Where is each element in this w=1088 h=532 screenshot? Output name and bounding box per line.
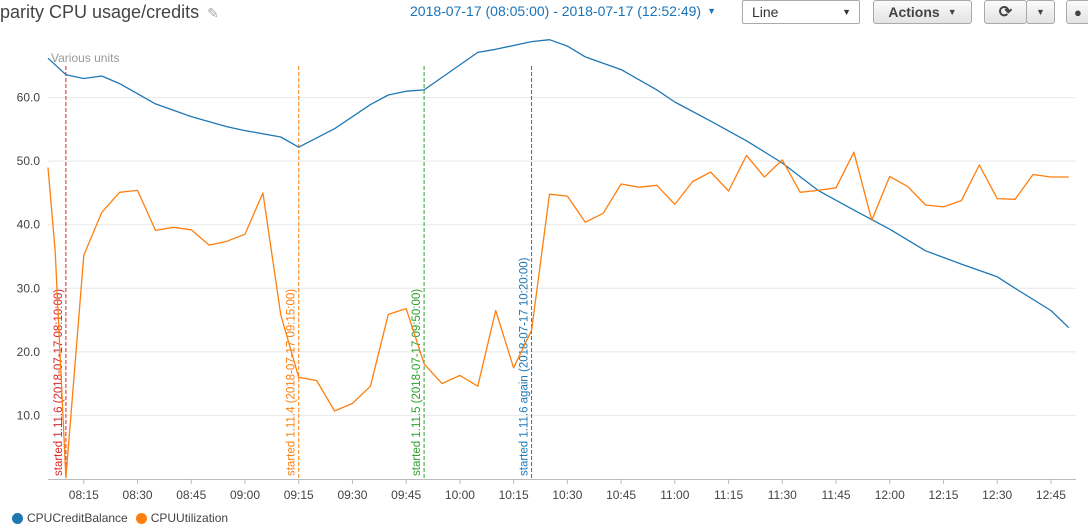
legend-swatch: [135, 512, 147, 524]
x-tick-label: 12:00: [875, 488, 905, 502]
y-tick-label: 10.0: [17, 408, 41, 422]
x-tick-label: 08:30: [123, 488, 153, 502]
view-type-value: Line: [752, 4, 779, 20]
actions-button[interactable]: Actions ▼: [873, 0, 972, 24]
series-line: [47, 151, 1069, 479]
legend: CPUCreditBalance CPUUtilization: [12, 511, 236, 525]
pencil-icon[interactable]: ✎: [207, 5, 219, 21]
time-range-picker[interactable]: 2018-07-17 (08:05:00) - 2018-07-17 (12:5…: [410, 3, 716, 19]
x-tick-label: 11:00: [660, 488, 689, 502]
x-tick-label: 09:15: [284, 488, 314, 502]
view-type-select[interactable]: Line ▼: [742, 0, 860, 24]
refresh-button[interactable]: ⟳: [984, 0, 1027, 24]
legend-label: CPUCreditBalance: [27, 511, 128, 525]
x-tick-label: 08:15: [69, 488, 99, 502]
x-tick-label: 12:30: [982, 488, 1012, 502]
chevron-down-icon: ▼: [707, 6, 717, 16]
line-chart: Various units 10.0 20.0 30.0 40.0 50.0 60.0 08:…: [17, 39, 1076, 502]
series-line: [47, 39, 1070, 329]
chevron-down-icon: ▼: [947, 7, 957, 17]
chart-title: parity CPU usage/credits: [0, 2, 200, 22]
more-button[interactable]: ●: [1066, 0, 1088, 24]
x-tick-label: 12:15: [928, 488, 958, 502]
legend-swatch: [12, 512, 23, 524]
y-tick-label: 40.0: [17, 218, 41, 232]
x-tick-label: 08:45: [176, 488, 206, 502]
legend-label: CPUUtilization: [150, 511, 229, 525]
x-tick-label: 09:00: [230, 488, 260, 502]
annotation-label: started 1.11.5 (2018-07-17 09:50:00): [411, 289, 423, 476]
x-tick-label: 09:30: [337, 488, 367, 502]
chevron-down-icon: ▼: [842, 7, 851, 17]
time-range-label: 2018-07-17 (08:05:00) - 2018-07-17 (12:5…: [410, 3, 702, 19]
legend-item[interactable]: CPUCreditBalance: [12, 511, 128, 525]
x-tick-label: 11:30: [768, 488, 797, 502]
x-tick-label: 10:00: [445, 488, 475, 502]
more-icon: ●: [1074, 4, 1082, 20]
annotation-label: started 1.11.6 again (2018-07-17 10:20:0…: [519, 257, 531, 476]
y-tick-label: 50.0: [17, 154, 41, 168]
x-tick-label: 11:15: [714, 488, 743, 502]
legend-item[interactable]: CPUUtilization: [135, 511, 229, 525]
y-unit-label: Various units: [51, 51, 119, 65]
chevron-down-icon: ▼: [1036, 7, 1045, 17]
refresh-icon: ⟳: [998, 4, 1013, 21]
page-title: parity CPU usage/credits ✎: [0, 2, 219, 23]
y-tick-label: 30.0: [17, 281, 41, 295]
refresh-options-button[interactable]: ▼: [1026, 0, 1055, 24]
y-tick-label: 20.0: [17, 345, 41, 359]
x-tick-label: 12:45: [1036, 488, 1066, 502]
x-tick-label: 11:45: [821, 488, 850, 502]
annotation-label: started 1.11.6 (2018-07-17 08:10:00): [53, 289, 65, 476]
x-tick-label: 10:30: [552, 488, 582, 502]
x-tick-label: 09:45: [391, 488, 421, 502]
y-tick-label: 60.0: [17, 91, 41, 105]
annotation-label: started 1.11.4 (2018-07-17 09:15:00): [286, 289, 298, 476]
x-tick-label: 10:15: [499, 488, 529, 502]
x-tick-label: 10:45: [606, 488, 636, 502]
actions-label: Actions: [888, 4, 940, 20]
